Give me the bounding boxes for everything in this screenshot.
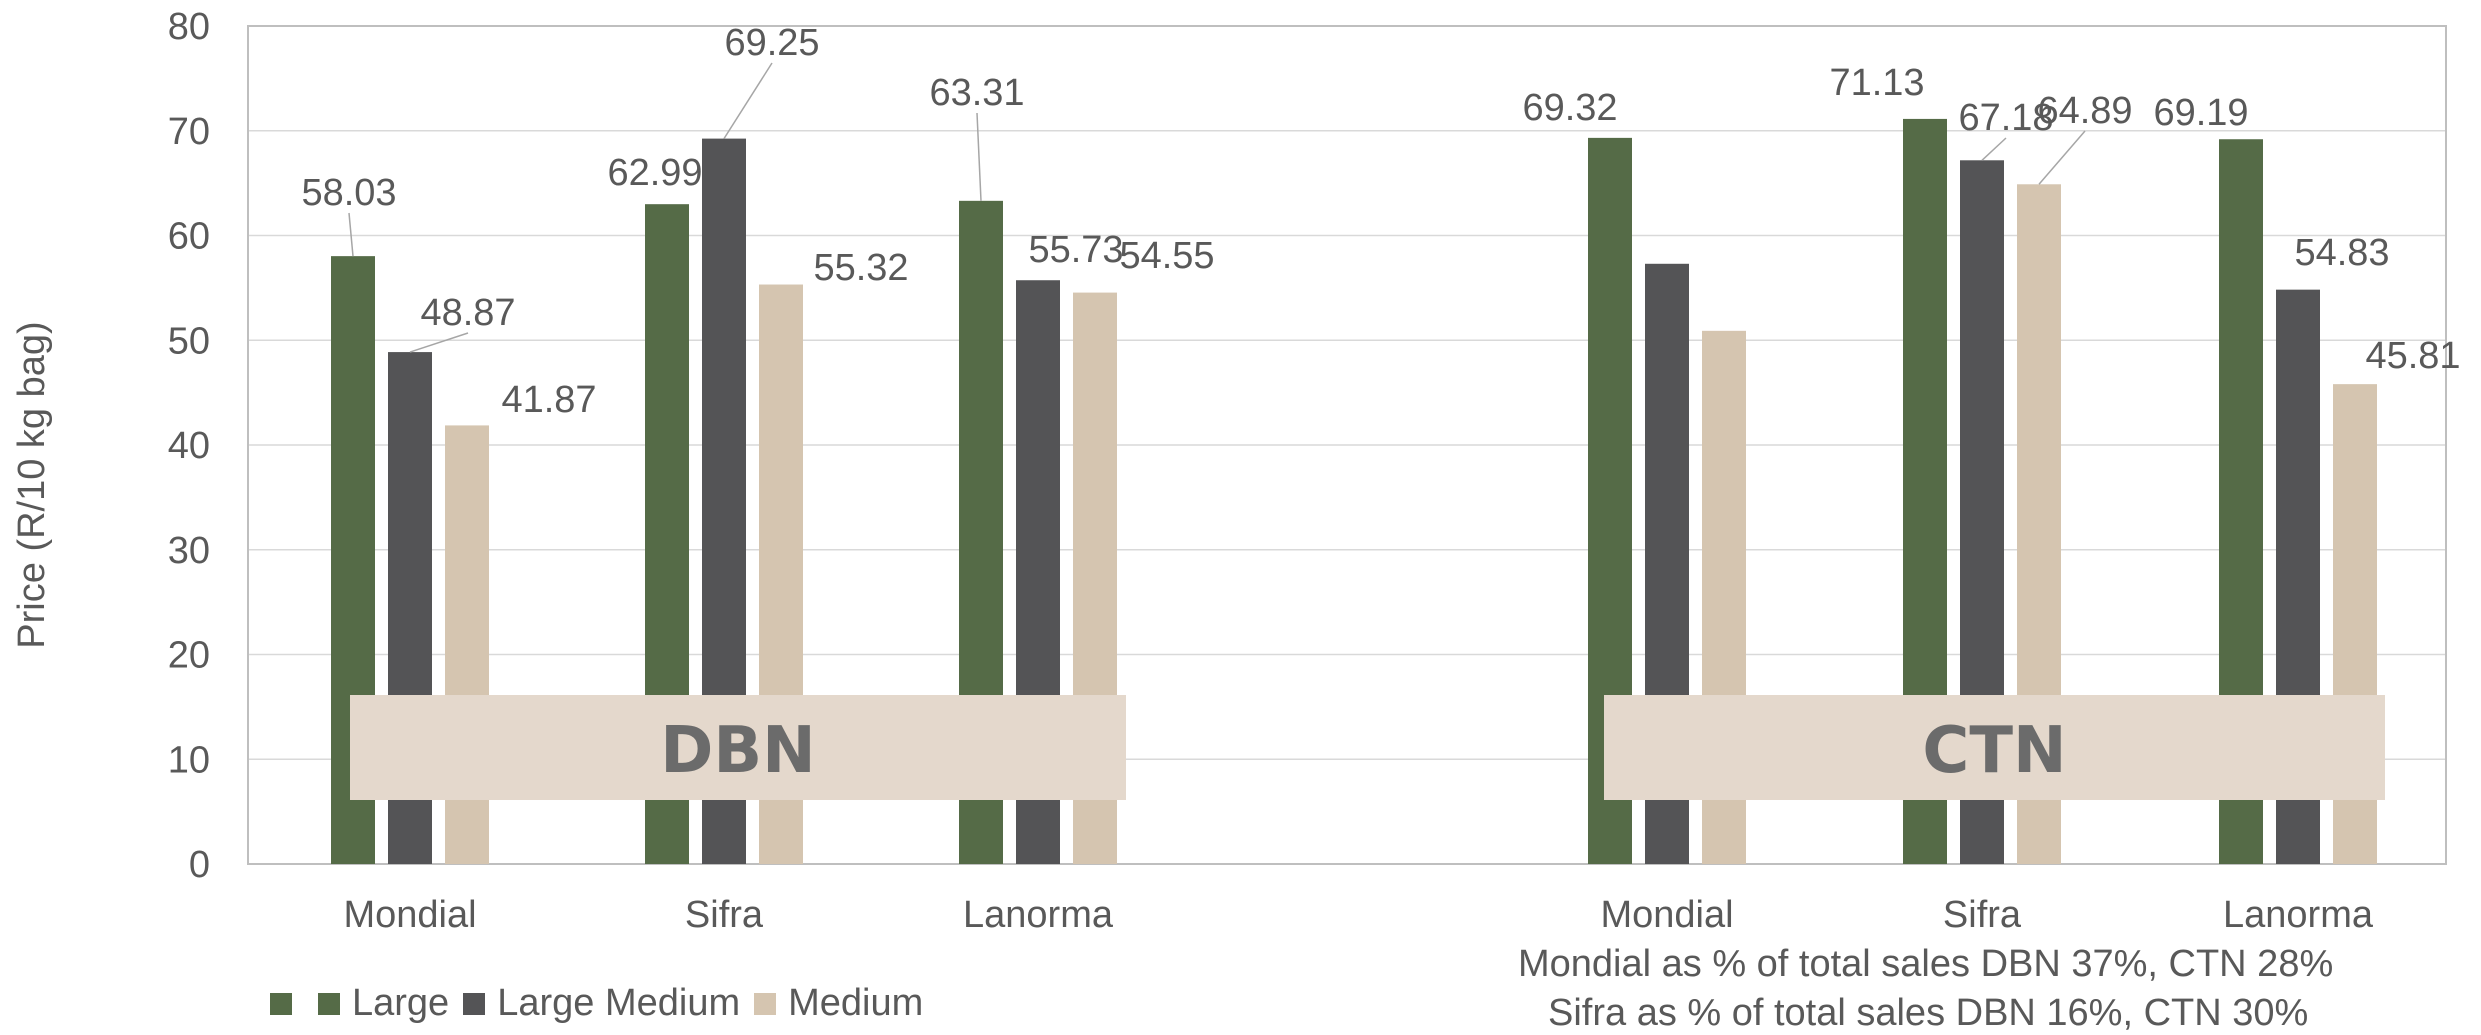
data-label: 69.19: [2153, 92, 2248, 134]
data-label: 71.13: [1829, 62, 1924, 104]
y-tick-label: 30: [168, 530, 210, 572]
legend-swatch-empty: [270, 992, 292, 1015]
data-label: 64.89: [2037, 90, 2132, 132]
data-label: 69.25: [724, 22, 819, 64]
data-label: 45.81: [2365, 335, 2460, 377]
data-label-leader: [976, 112, 982, 201]
y-tick-label: 50: [168, 320, 210, 362]
plot-border: [247, 25, 2447, 865]
legend-item-large: Large: [318, 982, 449, 1025]
data-label-leader: [723, 62, 773, 140]
data-label: 54.55: [1119, 235, 1214, 277]
data-label: 48.87: [420, 292, 515, 334]
legend-item-medium: Medium: [754, 982, 923, 1025]
x-category-label: Mondial: [1600, 894, 1733, 936]
legend-item-empty: [270, 992, 304, 1015]
legend-swatch-large-medium: [463, 992, 486, 1015]
legend-label-large: Large: [352, 982, 450, 1024]
data-label: 41.87: [501, 379, 596, 421]
data-label: 62.99: [607, 152, 702, 194]
legend-swatch-large: [318, 992, 340, 1015]
chart-legend: Large Large Medium Medium: [270, 982, 937, 1025]
x-category-label: Lanorma: [963, 894, 1114, 936]
footnote-sifra: Sifra as % of total sales DBN 16%, CTN 3…: [1548, 992, 2309, 1034]
data-label-leader: [2038, 130, 2086, 185]
data-label: 55.73: [1028, 229, 1123, 271]
group-label-ctn: CTN: [1922, 714, 2066, 788]
x-category-label: Lanorma: [2223, 894, 2374, 936]
group-label-dbn: DBN: [660, 714, 815, 788]
y-tick-label: 80: [168, 6, 210, 48]
group-band-dbn: [350, 695, 1126, 800]
data-label: 67.18: [1958, 97, 2053, 139]
legend-label-medium: Medium: [788, 982, 924, 1024]
legend-label-large-medium: Large Medium: [497, 982, 741, 1024]
y-tick-label: 10: [168, 739, 210, 781]
group-band-ctn: [1604, 695, 2385, 800]
data-label-leader: [1981, 137, 2007, 161]
y-axis-label: Price (R/10 kg bag): [11, 321, 53, 648]
y-tick-label: 60: [168, 216, 210, 258]
data-label-leader: [409, 332, 469, 353]
y-tick-label: 20: [168, 635, 210, 677]
x-category-label: Sifra: [1943, 894, 2022, 936]
legend-swatch-medium: [754, 992, 777, 1015]
data-label-leader: [348, 212, 354, 257]
y-tick-label: 0: [189, 844, 210, 886]
data-label: 55.32: [813, 247, 908, 289]
y-tick-label: 40: [168, 425, 210, 467]
data-label: 63.31: [929, 72, 1024, 114]
data-label: 54.83: [2294, 232, 2389, 274]
x-category-label: Sifra: [685, 894, 764, 936]
x-category-label: Mondial: [343, 894, 476, 936]
data-label: 58.03: [301, 172, 396, 214]
legend-item-large-medium: Large Medium: [463, 982, 740, 1025]
data-label: 69.32: [1522, 87, 1617, 129]
y-tick-label: 70: [168, 111, 210, 153]
footnote-mondial: Mondial as % of total sales DBN 37%, CTN…: [1518, 943, 2334, 985]
